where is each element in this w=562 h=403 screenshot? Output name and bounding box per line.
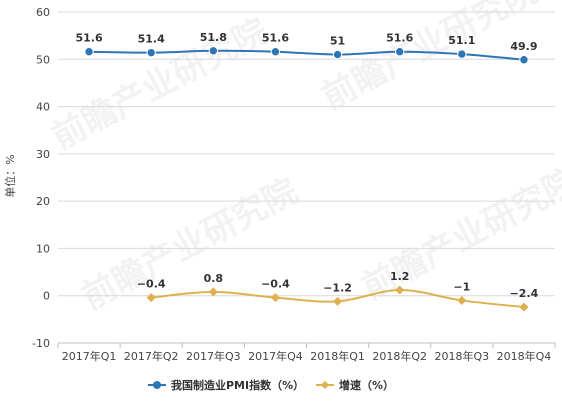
x-tick-label: 2018年Q1 [310, 349, 365, 363]
x-tick-label: 2018年Q4 [497, 349, 552, 363]
data-label: 49.9 [510, 40, 537, 53]
data-point [457, 49, 467, 59]
x-tick-label: 2017年Q2 [124, 349, 179, 363]
y-tick-label: 20 [36, 195, 50, 208]
data-point [146, 293, 156, 303]
legend-marker [153, 381, 161, 389]
data-point [519, 302, 529, 312]
data-label: −2.4 [510, 287, 539, 300]
y-tick-label: -10 [32, 337, 50, 350]
x-axis: 2017年Q1 2017年Q2 2017年Q3 2017年Q4 2018年Q1 2018年… [57, 342, 556, 363]
legend: 我国制造业PMI指数（%） 增速（%） [148, 378, 394, 392]
series-line [89, 49, 525, 61]
legend-label: 增速（%） [339, 378, 394, 392]
y-tick-label: 60 [36, 6, 50, 19]
series-pmi: 51.6 51.4 51.8 51.6 51 51.6 51.1 49.9 [75, 31, 538, 65]
y-tick-label: 30 [36, 148, 50, 161]
data-point [208, 46, 219, 56]
data-label: 0.8 [204, 272, 224, 285]
data-label: 51.6 [75, 32, 102, 45]
x-tick-label: 2017年Q1 [62, 349, 117, 363]
data-point [84, 47, 94, 57]
data-point [394, 47, 405, 57]
data-label: 51.4 [138, 33, 165, 46]
data-point [332, 49, 343, 60]
data-point [270, 293, 280, 303]
legend-item: 我国制造业PMI指数（%） [148, 378, 304, 392]
y-tick-label: 10 [36, 242, 50, 255]
legend-marker [321, 381, 329, 389]
legend-label: 我国制造业PMI指数（%） [171, 378, 304, 392]
data-label: −0.4 [261, 278, 290, 291]
series: 51.6 51.4 51.8 51.6 51 51.6 51.1 49.9−0.4 0.8 −0.… [75, 31, 539, 312]
data-label: 51 [330, 35, 345, 48]
x-tick-label: 2017年Q3 [186, 349, 241, 363]
legend-item: 增速（%） [316, 378, 394, 392]
y-tick-label: 50 [36, 53, 50, 66]
y-axis-label: 单位：% [3, 154, 17, 197]
y-axis: -10 0 10 20 30 40 50 60 [32, 6, 50, 350]
data-point [208, 287, 218, 297]
data-label: 51.6 [262, 32, 289, 45]
data-label: 51.8 [200, 31, 227, 44]
x-tick-label: 2018年Q3 [434, 349, 489, 363]
series-growth: −0.4 0.8 −0.4 −1.2 1.2 −1 −2.4 [137, 270, 539, 312]
data-label: −1.2 [323, 281, 352, 294]
x-tick-label: 2018年Q2 [372, 349, 427, 363]
data-point [146, 47, 156, 58]
y-tick-label: 0 [43, 290, 50, 303]
x-tick-label: 2017年Q4 [248, 349, 303, 363]
data-point [333, 296, 343, 306]
data-label: −0.4 [137, 278, 166, 291]
data-point [519, 55, 529, 65]
y-tick-label: 40 [36, 101, 50, 114]
data-label: 1.2 [390, 270, 410, 283]
data-point [457, 295, 467, 305]
data-label: 51.6 [386, 32, 413, 45]
data-label: −1 [453, 280, 470, 293]
data-point [395, 285, 405, 295]
data-label: 51.1 [448, 34, 475, 47]
data-point [270, 47, 281, 57]
